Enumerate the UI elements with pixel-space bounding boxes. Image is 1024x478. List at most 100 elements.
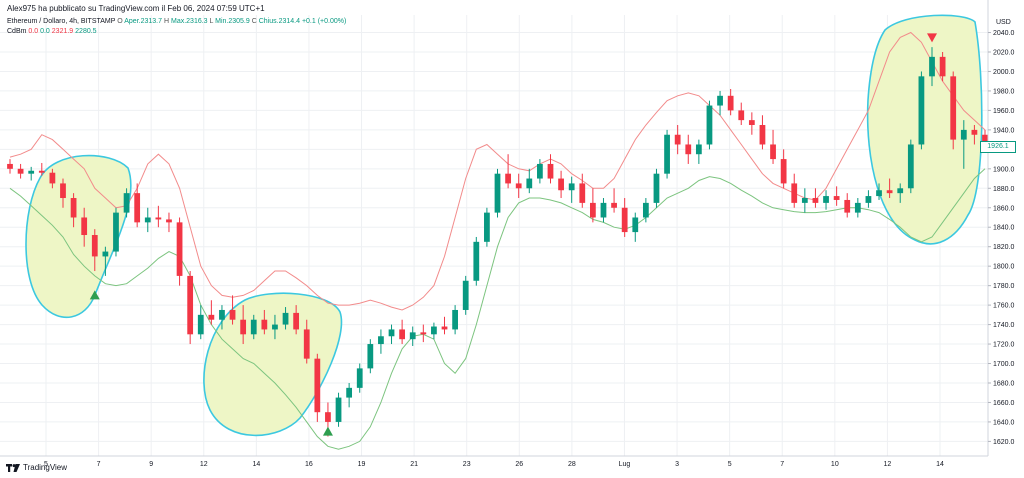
candle-body[interactable] (91, 235, 98, 257)
candle-body[interactable] (812, 198, 819, 203)
candle-body[interactable] (674, 134, 681, 145)
brand-footer[interactable]: TradingView (6, 463, 67, 472)
candle-body[interactable] (473, 241, 480, 281)
candle-body[interactable] (60, 183, 66, 199)
candle-body[interactable] (272, 324, 278, 330)
candle-body[interactable] (854, 202, 861, 213)
candle-body[interactable] (314, 358, 321, 413)
candle-body[interactable] (462, 280, 469, 310)
candle-body[interactable] (918, 76, 925, 145)
candle-body[interactable] (706, 105, 713, 145)
candle-body[interactable] (939, 56, 946, 77)
candle-body[interactable] (452, 309, 458, 330)
candle-body[interactable] (409, 332, 416, 340)
candle-body[interactable] (823, 196, 829, 203)
candle-body[interactable] (971, 129, 978, 135)
candle-body[interactable] (653, 173, 660, 203)
candle-body[interactable] (420, 332, 427, 335)
candle-body[interactable] (176, 222, 183, 276)
candle-body[interactable] (801, 198, 808, 203)
candle-body[interactable] (484, 212, 490, 242)
candle-body[interactable] (876, 190, 882, 197)
candle-body[interactable] (907, 144, 914, 189)
candle-body[interactable] (7, 163, 13, 169)
symbol-name[interactable]: Ethereum / Dollaro, 4h, BITSTAMP (7, 18, 116, 25)
candle-body[interactable] (494, 173, 501, 213)
candle-body[interactable] (102, 251, 109, 257)
candle-body[interactable] (929, 56, 935, 77)
candle-body[interactable] (515, 183, 522, 189)
candle-body[interactable] (505, 173, 511, 184)
candle-body[interactable] (219, 309, 225, 320)
candle-body[interactable] (49, 172, 56, 184)
candle-body[interactable] (844, 199, 851, 213)
candle-body[interactable] (664, 134, 670, 174)
candle-body[interactable] (897, 188, 904, 194)
candle-body[interactable] (960, 129, 967, 140)
candle-body[interactable] (388, 329, 395, 337)
candle-body[interactable] (770, 144, 776, 160)
candle-body[interactable] (144, 217, 151, 223)
candle-body[interactable] (335, 397, 342, 422)
candle-body[interactable] (727, 95, 734, 111)
candle-body[interactable] (600, 202, 607, 218)
candle-body[interactable] (155, 217, 162, 220)
candle-body[interactable] (441, 326, 448, 330)
indicator-name[interactable]: CdBm (7, 28, 27, 35)
candle-body[interactable] (833, 196, 840, 200)
candle-body[interactable] (547, 163, 554, 179)
candle-body[interactable] (367, 344, 374, 369)
candle-body[interactable] (589, 202, 596, 218)
candle-body[interactable] (399, 329, 406, 340)
candle-body[interactable] (356, 368, 363, 388)
candle-body[interactable] (134, 193, 141, 223)
candle-body[interactable] (865, 196, 872, 203)
candle-body[interactable] (431, 326, 437, 335)
candle-body[interactable] (303, 329, 310, 359)
candle-body[interactable] (28, 170, 35, 174)
candle-body[interactable] (526, 178, 533, 189)
candle-body[interactable] (123, 193, 130, 213)
candle-body[interactable] (240, 319, 247, 335)
candle-body[interactable] (346, 387, 353, 398)
candle-body[interactable] (579, 183, 586, 203)
candle-body[interactable] (791, 183, 798, 203)
candle-body[interactable] (632, 217, 639, 233)
candle-body[interactable] (208, 314, 215, 320)
candle-body[interactable] (282, 312, 289, 325)
currency-label[interactable]: USD (996, 19, 1011, 26)
candle-body[interactable] (886, 190, 893, 194)
candle-body[interactable] (685, 144, 692, 155)
candle-body[interactable] (81, 217, 88, 236)
sell-signal-icon (927, 33, 938, 43)
candle-body[interactable] (759, 125, 766, 145)
candle-body[interactable] (738, 110, 745, 121)
candle-body[interactable] (293, 312, 300, 330)
candle-body[interactable] (17, 168, 24, 174)
candle-body[interactable] (950, 76, 957, 140)
candle-body[interactable] (611, 202, 617, 208)
candle-body[interactable] (378, 336, 384, 345)
candle-body[interactable] (568, 183, 575, 191)
candle-body[interactable] (695, 144, 702, 155)
candle-body[interactable] (621, 207, 628, 233)
candle-body[interactable] (70, 198, 77, 218)
candle-body[interactable] (250, 319, 257, 335)
candle-body[interactable] (325, 412, 331, 422)
price-tick-label: 1820.0 (993, 244, 1015, 251)
candle-body[interactable] (166, 219, 172, 223)
candle-body[interactable] (197, 314, 204, 335)
candle-body[interactable] (558, 178, 564, 191)
candle-body[interactable] (261, 319, 268, 330)
candle-body[interactable] (748, 120, 755, 126)
candle-body[interactable] (537, 163, 543, 179)
candle-body[interactable] (780, 159, 787, 184)
candle-body[interactable] (113, 212, 119, 252)
candle-body[interactable] (642, 202, 649, 218)
candle-body[interactable] (982, 134, 988, 144)
candle-body[interactable] (187, 275, 194, 335)
candle-body[interactable] (38, 170, 45, 173)
candle-body[interactable] (229, 309, 236, 320)
candle-body[interactable] (717, 95, 723, 106)
